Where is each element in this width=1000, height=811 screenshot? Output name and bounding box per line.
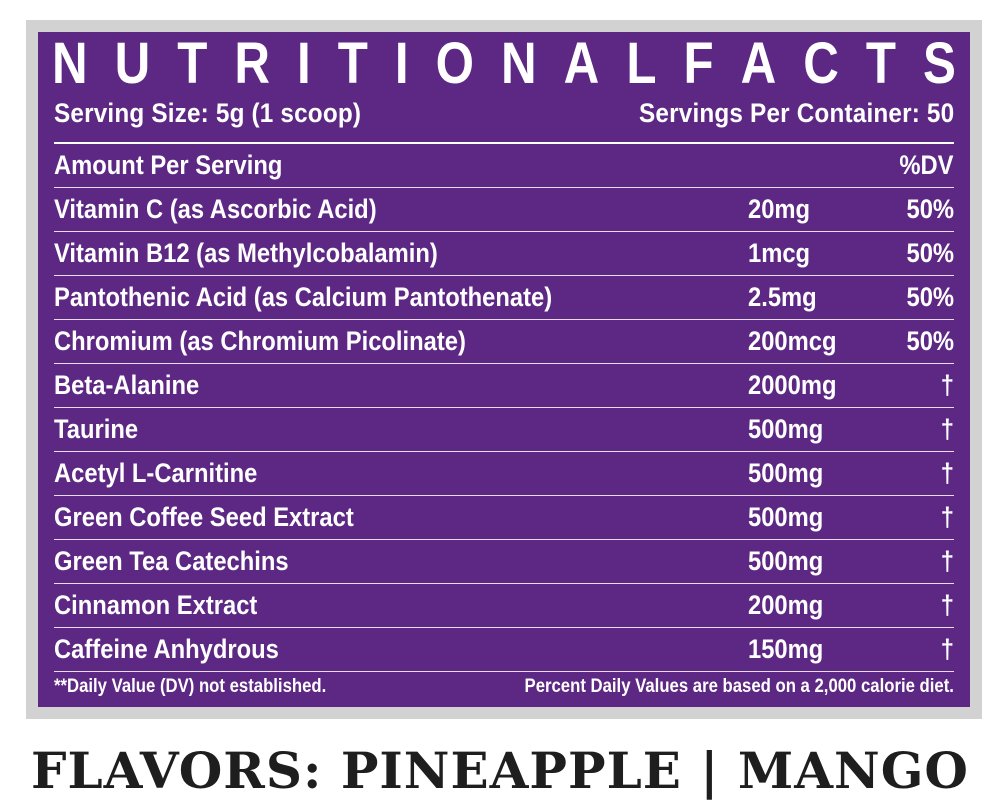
table-row: Taurine 500mg † [54, 408, 954, 452]
title-letter: A [740, 31, 777, 96]
nutrient-name: Acetyl L-Carnitine [54, 458, 258, 488]
title-letter: S [923, 31, 956, 96]
nutrient-name: Chromium (as Chromium Picolinate) [54, 326, 466, 356]
nutrient-amount: 2000mg [748, 370, 837, 400]
table-row: Caffeine Anhydrous 150mg † [54, 628, 954, 672]
title-letter: L [626, 31, 657, 96]
nutrient-name: Pantothenic Acid (as Calcium Pantothenat… [54, 282, 553, 312]
nutrient-amount: 2.5mg [748, 282, 817, 312]
nutrient-dv: 50% [906, 238, 954, 268]
serving-size: Serving Size: 5g (1 scoop) [54, 97, 362, 128]
nutrient-name: Cinnamon Extract [54, 590, 258, 620]
nutrient-name: Vitamin B12 (as Methylcobalamin) [54, 238, 438, 268]
nutrient-amount: 150mg [748, 634, 824, 664]
calorie-diet-note: Percent Daily Values are based on a 2,00… [524, 676, 954, 697]
nutrient-table: Amount Per Serving %DV Vitamin C (as Asc… [54, 144, 954, 672]
title-letter: R [234, 31, 271, 96]
title-letter: T [865, 31, 897, 96]
dv-column-label: %DV [899, 150, 954, 180]
table-row: Green Coffee Seed Extract 500mg † [54, 496, 954, 540]
title-letter: C [803, 31, 839, 96]
table-row: Pantothenic Acid (as Calcium Pantothenat… [54, 276, 954, 320]
title-letter: O [435, 31, 475, 96]
nutrient-dv: † [940, 502, 954, 532]
nutrient-amount: 1mcg [748, 238, 811, 268]
nutrient-name: Taurine [54, 414, 139, 444]
nutrient-amount: 20mg [748, 194, 811, 224]
nutrient-dv: † [940, 634, 954, 664]
nutrient-dv: † [940, 590, 954, 620]
nutrient-dv: † [940, 370, 954, 400]
nutrient-name: Beta-Alanine [54, 370, 200, 400]
nutrient-name: Vitamin C (as Ascorbic Acid) [54, 194, 377, 224]
title-letter: N [52, 31, 88, 96]
nutrient-amount: 500mg [748, 458, 824, 488]
nutrient-amount: 200mcg [748, 326, 837, 356]
title-letter: N [501, 31, 537, 96]
nutrient-amount: 500mg [748, 502, 824, 532]
dv-not-established-note: **Daily Value (DV) not established. [54, 676, 327, 697]
table-row: Cinnamon Extract 200mg † [54, 584, 954, 628]
title-letter: I [394, 31, 409, 96]
title-letter: T [177, 31, 208, 96]
nutrient-dv: † [940, 546, 954, 576]
amount-per-serving-label: Amount Per Serving [54, 150, 283, 180]
title-letter: U [114, 31, 151, 96]
table-header-row: Amount Per Serving %DV [54, 144, 954, 188]
nutrient-amount: 200mg [748, 590, 824, 620]
table-row: Vitamin B12 (as Methylcobalamin) 1mcg 50% [54, 232, 954, 276]
title-letter: I [297, 31, 311, 96]
footnotes: **Daily Value (DV) not established. Perc… [54, 672, 954, 702]
flavors-line: FLAVORS: PINEAPPLE | MANGO [31, 741, 969, 800]
nutrient-amount: 500mg [748, 546, 824, 576]
serving-info: Serving Size: 5g (1 scoop) Servings Per … [54, 96, 954, 130]
nutrient-name: Green Tea Catechins [54, 546, 289, 576]
table-row: Chromium (as Chromium Picolinate) 200mcg 5… [54, 320, 954, 364]
table-row: Vitamin C (as Ascorbic Acid) 20mg 50% [54, 188, 954, 232]
nutrient-amount: 500mg [748, 414, 824, 444]
table-row: Acetyl L-Carnitine 500mg † [54, 452, 954, 496]
nutrient-dv: 50% [906, 326, 954, 356]
nutrient-dv: † [940, 458, 954, 488]
title-letter: A [563, 31, 600, 96]
title-letter: T [337, 31, 368, 96]
table-row: Green Tea Catechins 500mg † [54, 540, 954, 584]
nutrient-dv: † [940, 414, 954, 444]
nutrient-name: Green Coffee Seed Extract [54, 502, 354, 532]
nutrient-dv: 50% [906, 194, 954, 224]
nutrient-name: Caffeine Anhydrous [54, 634, 279, 664]
servings-per-container: Servings Per Container: 50 [638, 97, 954, 128]
nutrient-dv: 50% [906, 282, 954, 312]
divider [54, 142, 954, 144]
title-letter: F [683, 31, 714, 96]
table-row: Beta-Alanine 2000mg † [54, 364, 954, 408]
